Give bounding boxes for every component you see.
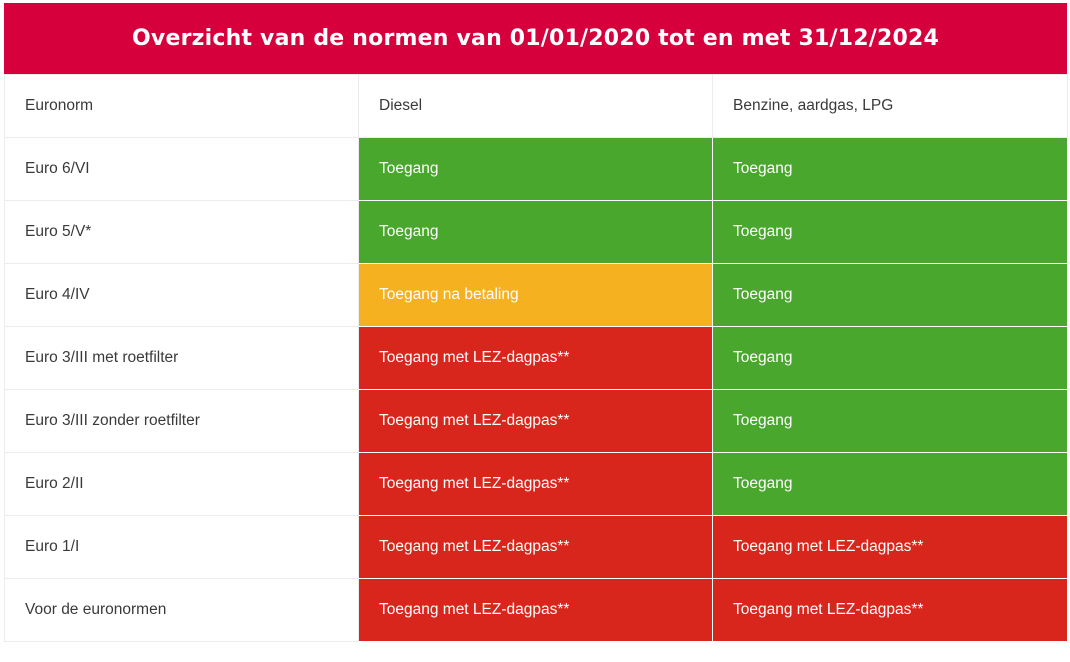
- table-title: Overzicht van de normen van 01/01/2020 t…: [4, 3, 1067, 74]
- euronorm-cell: Euro 3/III zonder roetfilter: [4, 389, 359, 453]
- header-row: Euronorm Diesel Benzine, aardgas, LPG: [4, 74, 1068, 138]
- petrol-status-cell: Toegang: [712, 452, 1068, 516]
- euronorm-cell: Euro 1/I: [4, 515, 359, 579]
- header-euronorm: Euronorm: [4, 74, 359, 138]
- diesel-status-cell: Toegang: [358, 137, 713, 201]
- table-row: Euro 5/V* Toegang Toegang: [4, 200, 1068, 264]
- euronorm-cell: Euro 4/IV: [4, 263, 359, 327]
- petrol-status-cell: Toegang: [712, 263, 1068, 327]
- petrol-status-cell: Toegang: [712, 200, 1068, 264]
- diesel-status-cell: Toegang na betaling: [358, 263, 713, 327]
- petrol-status-cell: Toegang: [712, 326, 1068, 390]
- diesel-status-cell: Toegang met LEZ-dagpas**: [358, 326, 713, 390]
- diesel-status-cell: Toegang: [358, 200, 713, 264]
- euronorm-cell: Voor de euronormen: [4, 578, 359, 642]
- petrol-status-cell: Toegang: [712, 137, 1068, 201]
- table-row: Euro 2/II Toegang met LEZ-dagpas** Toega…: [4, 452, 1068, 516]
- diesel-status-cell: Toegang met LEZ-dagpas**: [358, 578, 713, 642]
- diesel-status-cell: Toegang met LEZ-dagpas**: [358, 515, 713, 579]
- euronorm-cell: Euro 6/VI: [4, 137, 359, 201]
- header-petrol: Benzine, aardgas, LPG: [712, 74, 1068, 138]
- norms-overview: Overzicht van de normen van 01/01/2020 t…: [4, 3, 1068, 642]
- petrol-status-cell: Toegang met LEZ-dagpas**: [712, 515, 1068, 579]
- euronorm-cell: Euro 2/II: [4, 452, 359, 516]
- table-row: Euro 3/III met roetfilter Toegang met LE…: [4, 326, 1068, 390]
- table-row: Voor de euronormen Toegang met LEZ-dagpa…: [4, 578, 1068, 642]
- table-row: Euro 6/VI Toegang Toegang: [4, 137, 1068, 201]
- diesel-status-cell: Toegang met LEZ-dagpas**: [358, 389, 713, 453]
- table-row: Euro 1/I Toegang met LEZ-dagpas** Toegan…: [4, 515, 1068, 579]
- petrol-status-cell: Toegang met LEZ-dagpas**: [712, 578, 1068, 642]
- euronorm-cell: Euro 3/III met roetfilter: [4, 326, 359, 390]
- table-row: Euro 3/III zonder roetfilter Toegang met…: [4, 389, 1068, 453]
- header-diesel: Diesel: [358, 74, 713, 138]
- petrol-status-cell: Toegang: [712, 389, 1068, 453]
- table-row: Euro 4/IV Toegang na betaling Toegang: [4, 263, 1068, 327]
- euronorm-cell: Euro 5/V*: [4, 200, 359, 264]
- diesel-status-cell: Toegang met LEZ-dagpas**: [358, 452, 713, 516]
- norms-table: Euronorm Diesel Benzine, aardgas, LPG Eu…: [4, 74, 1068, 642]
